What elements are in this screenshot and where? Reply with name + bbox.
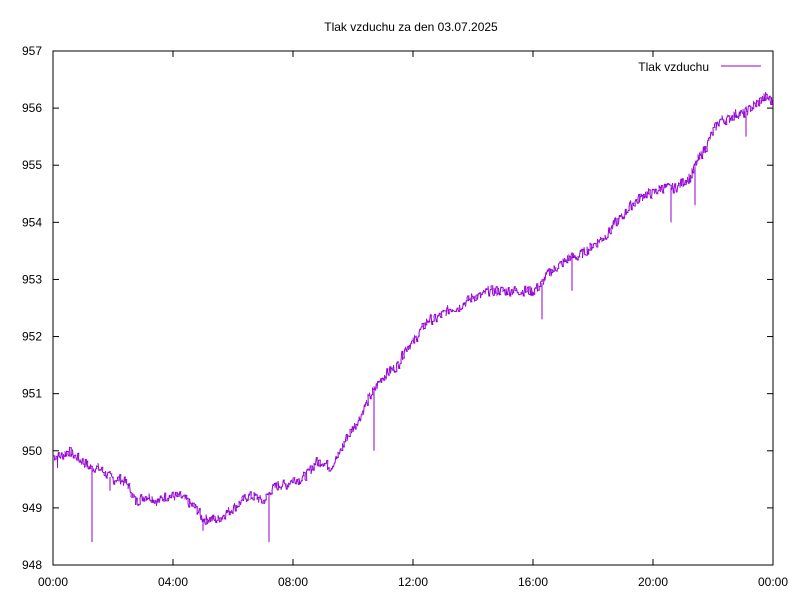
x-tick-label: 16:00: [518, 575, 548, 589]
y-tick-label: 950: [22, 444, 42, 458]
y-axis: 948 949 950 951 952 953 954 955 956 957: [22, 44, 773, 572]
y-tick-label: 956: [22, 101, 42, 115]
y-tick-label: 952: [22, 330, 42, 344]
x-tick-label: 00:00: [758, 575, 788, 589]
series-spikes: [57, 111, 747, 543]
y-tick-label: 953: [22, 272, 42, 286]
x-tick-label: 20:00: [638, 575, 668, 589]
y-tick-label: 957: [22, 44, 42, 58]
y-tick-label: 954: [22, 215, 42, 229]
y-tick-label: 955: [22, 158, 42, 172]
x-tick-label: 00:00: [38, 575, 68, 589]
x-tick-label: 08:00: [278, 575, 308, 589]
legend: Tlak vzduchu: [638, 60, 761, 74]
x-tick-label: 04:00: [158, 575, 188, 589]
series-line-tlak-vzduchu: [52, 92, 774, 525]
x-axis: 00:00 04:00 08:00 12:00 16:00 20:00 00:00: [38, 51, 788, 589]
y-tick-label: 951: [22, 387, 42, 401]
x-tick-label: 12:00: [398, 575, 428, 589]
legend-label: Tlak vzduchu: [638, 60, 709, 74]
plot-frame: [52, 50, 774, 566]
y-tick-label: 949: [22, 501, 42, 515]
plot-area: [52, 92, 774, 543]
chart-title: Tlak vzduchu za den 03.07.2025: [324, 20, 498, 34]
y-tick-label: 948: [22, 558, 42, 572]
